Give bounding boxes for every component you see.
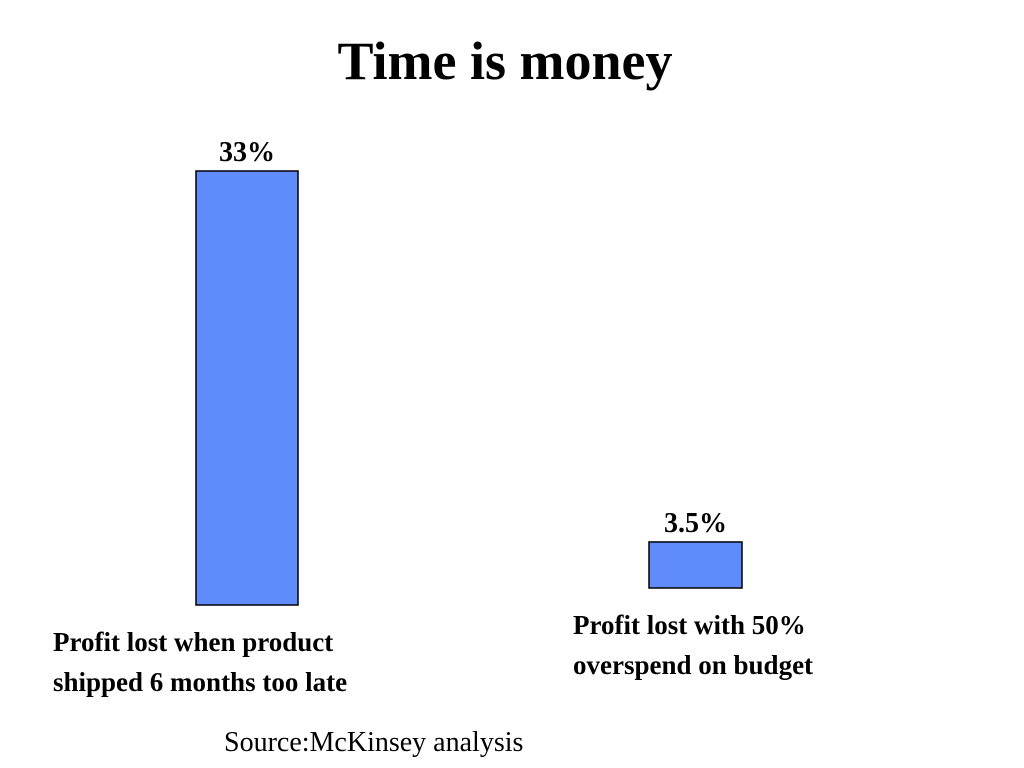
slide-title: Time is money xyxy=(337,31,673,91)
source-note: Source:McKinsey analysis xyxy=(224,727,524,758)
category-label-shipped-late: Profit lost when product shipped 6 month… xyxy=(53,627,348,697)
bar-overspend xyxy=(648,541,743,589)
bar-value-label-shipped-late: 33% xyxy=(219,137,275,168)
category-label-overspend: Profit lost with 50% overspend on budget xyxy=(573,610,814,680)
bar-value-label-overspend: 3.5% xyxy=(664,508,727,539)
bar-shipped-late xyxy=(195,170,299,606)
